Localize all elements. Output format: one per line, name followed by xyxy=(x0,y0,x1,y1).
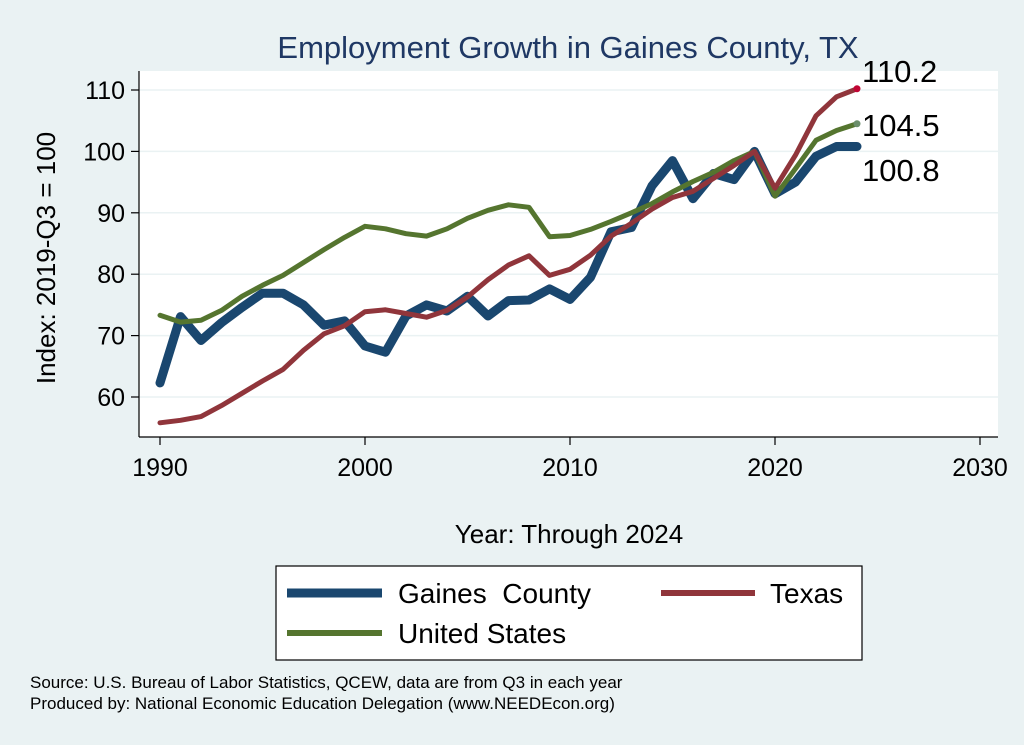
plot-area xyxy=(139,71,998,437)
x-tick-label-2010: 2010 xyxy=(542,454,598,482)
legend: Gaines County Texas United States xyxy=(275,565,863,661)
legend-label-texas: Texas xyxy=(770,578,843,609)
end-label-united-states: 104.5 xyxy=(862,108,940,143)
y-tick-label-110: 110 xyxy=(85,77,125,105)
x-axis-label: Year: Through 2024 xyxy=(455,519,683,549)
y-tick-label-70: 70 xyxy=(97,323,125,351)
series-line-texas xyxy=(157,86,860,426)
end-point-gaines-county xyxy=(853,142,861,150)
x-tick-label-2020: 2020 xyxy=(747,454,803,482)
legend-box xyxy=(275,565,863,661)
y-ticks: 60 70 80 90 100 110 xyxy=(83,77,139,412)
end-label-texas: 110.2 xyxy=(862,54,937,89)
produced-by-note: Produced by: National Economic Education… xyxy=(30,694,615,713)
series-line-united-states xyxy=(157,121,860,325)
y-axis-label: Index: 2019-Q3 = 100 xyxy=(31,132,61,384)
end-point-united-states xyxy=(853,120,861,128)
x-ticks: 1990 2000 2010 2020 2030 xyxy=(132,437,1008,482)
end-labels: 100.8 110.2 104.5 xyxy=(853,54,940,188)
legend-label-united-states: United States xyxy=(398,618,566,649)
chart-title: Employment Growth in Gaines County, TX xyxy=(277,30,859,65)
y-tick-label-90: 90 xyxy=(97,200,125,228)
x-tick-label-1990: 1990 xyxy=(132,454,188,482)
x-tick-label-2030: 2030 xyxy=(952,454,1008,482)
series-lines xyxy=(155,86,862,426)
x-tick-label-2000: 2000 xyxy=(337,454,393,482)
y-tick-label-60: 60 xyxy=(97,384,125,412)
end-point-texas xyxy=(853,85,861,93)
series-line-gaines-county xyxy=(155,142,862,388)
y-tick-label-100: 100 xyxy=(83,138,125,166)
source-note: Source: U.S. Bureau of Labor Statistics,… xyxy=(30,673,623,692)
end-label-gaines-county: 100.8 xyxy=(862,153,940,188)
y-tick-label-80: 80 xyxy=(97,261,125,289)
legend-label-gaines-county: Gaines County xyxy=(398,578,591,609)
